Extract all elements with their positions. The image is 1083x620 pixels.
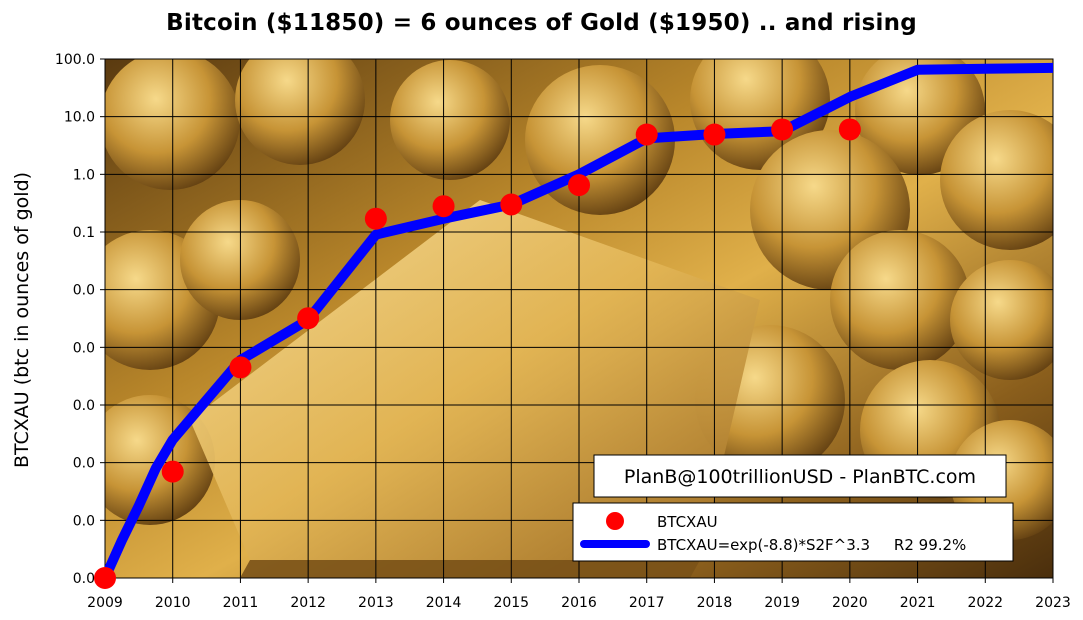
- s2f-model-line: [105, 62, 1053, 578]
- btcxau-point: [771, 118, 794, 141]
- chart-title: Bitcoin ($11850) = 6 ounces of Gold ($19…: [166, 10, 917, 36]
- x-tick-label: 2016: [561, 595, 597, 611]
- x-tick-label: 2011: [223, 595, 259, 611]
- x-tick-label: 2015: [493, 595, 529, 611]
- btcxau-point: [432, 195, 455, 218]
- btcxau-point: [364, 207, 387, 230]
- btcxau-point: [94, 567, 116, 589]
- btcxau-point: [229, 356, 252, 379]
- y-tick-label: 0.0: [73, 340, 95, 356]
- y-tick-label: 100.0: [55, 52, 95, 68]
- btcxau-point: [568, 174, 590, 197]
- legend-label-model: BTCXAU=exp(-8.8)*S2F^3.3 R2 99.2%: [657, 536, 966, 554]
- btcxau-point: [838, 118, 861, 141]
- x-tick-label: 2010: [155, 595, 191, 611]
- x-tick-label: 2009: [87, 595, 123, 611]
- btcxau-point: [500, 193, 523, 216]
- y-tick-label: 0.0: [73, 571, 95, 587]
- x-tick-label: 2022: [967, 595, 1003, 611]
- x-tick-label: 2012: [290, 595, 326, 611]
- y-tick-label: 0.0: [73, 283, 95, 299]
- y-tick-label: 0.0: [73, 456, 95, 472]
- y-tick-label: 0.0: [73, 513, 95, 529]
- btcxau-points: [94, 118, 861, 589]
- x-tick-label: 2020: [832, 595, 868, 611]
- y-axis-ticks: 0.0 0.0 0.0 0.0 0.0 0.0 0.1 1.0 10.0 100.0: [55, 52, 105, 587]
- x-tick-label: 2021: [900, 595, 936, 611]
- y-tick-label: 0.0: [73, 398, 95, 414]
- x-tick-label: 2023: [1035, 595, 1071, 611]
- x-axis-ticks: 2009 2010 2011 2012 2013 2014 2015 2016 2017 2018…: [87, 578, 1071, 611]
- x-tick-label: 2019: [764, 595, 800, 611]
- y-tick-label: 10.0: [64, 110, 95, 126]
- x-tick-label: 2014: [426, 595, 462, 611]
- btcxau-point: [703, 123, 726, 146]
- y-tick-label: 0.1: [73, 225, 95, 241]
- x-tick-label: 2018: [697, 595, 733, 611]
- btcxau-point: [161, 460, 184, 483]
- legend-label-btcxau: BTCXAU: [657, 513, 718, 531]
- credit-box: PlanB@100trillionUSD - PlanBTC.com: [593, 454, 1007, 498]
- credit-text: PlanB@100trillionUSD - PlanBTC.com: [624, 466, 976, 488]
- x-tick-label: 2017: [629, 595, 665, 611]
- legend-marker-btcxau: [606, 512, 624, 530]
- x-tick-label: 2013: [358, 595, 394, 611]
- btcxau-point: [635, 123, 658, 146]
- y-tick-label: 1.0: [73, 167, 95, 183]
- legend: BTCXAU BTCXAU=exp(-8.8)*S2F^3.3 R2 99.2%: [572, 502, 1014, 562]
- btcxau-point: [297, 307, 320, 330]
